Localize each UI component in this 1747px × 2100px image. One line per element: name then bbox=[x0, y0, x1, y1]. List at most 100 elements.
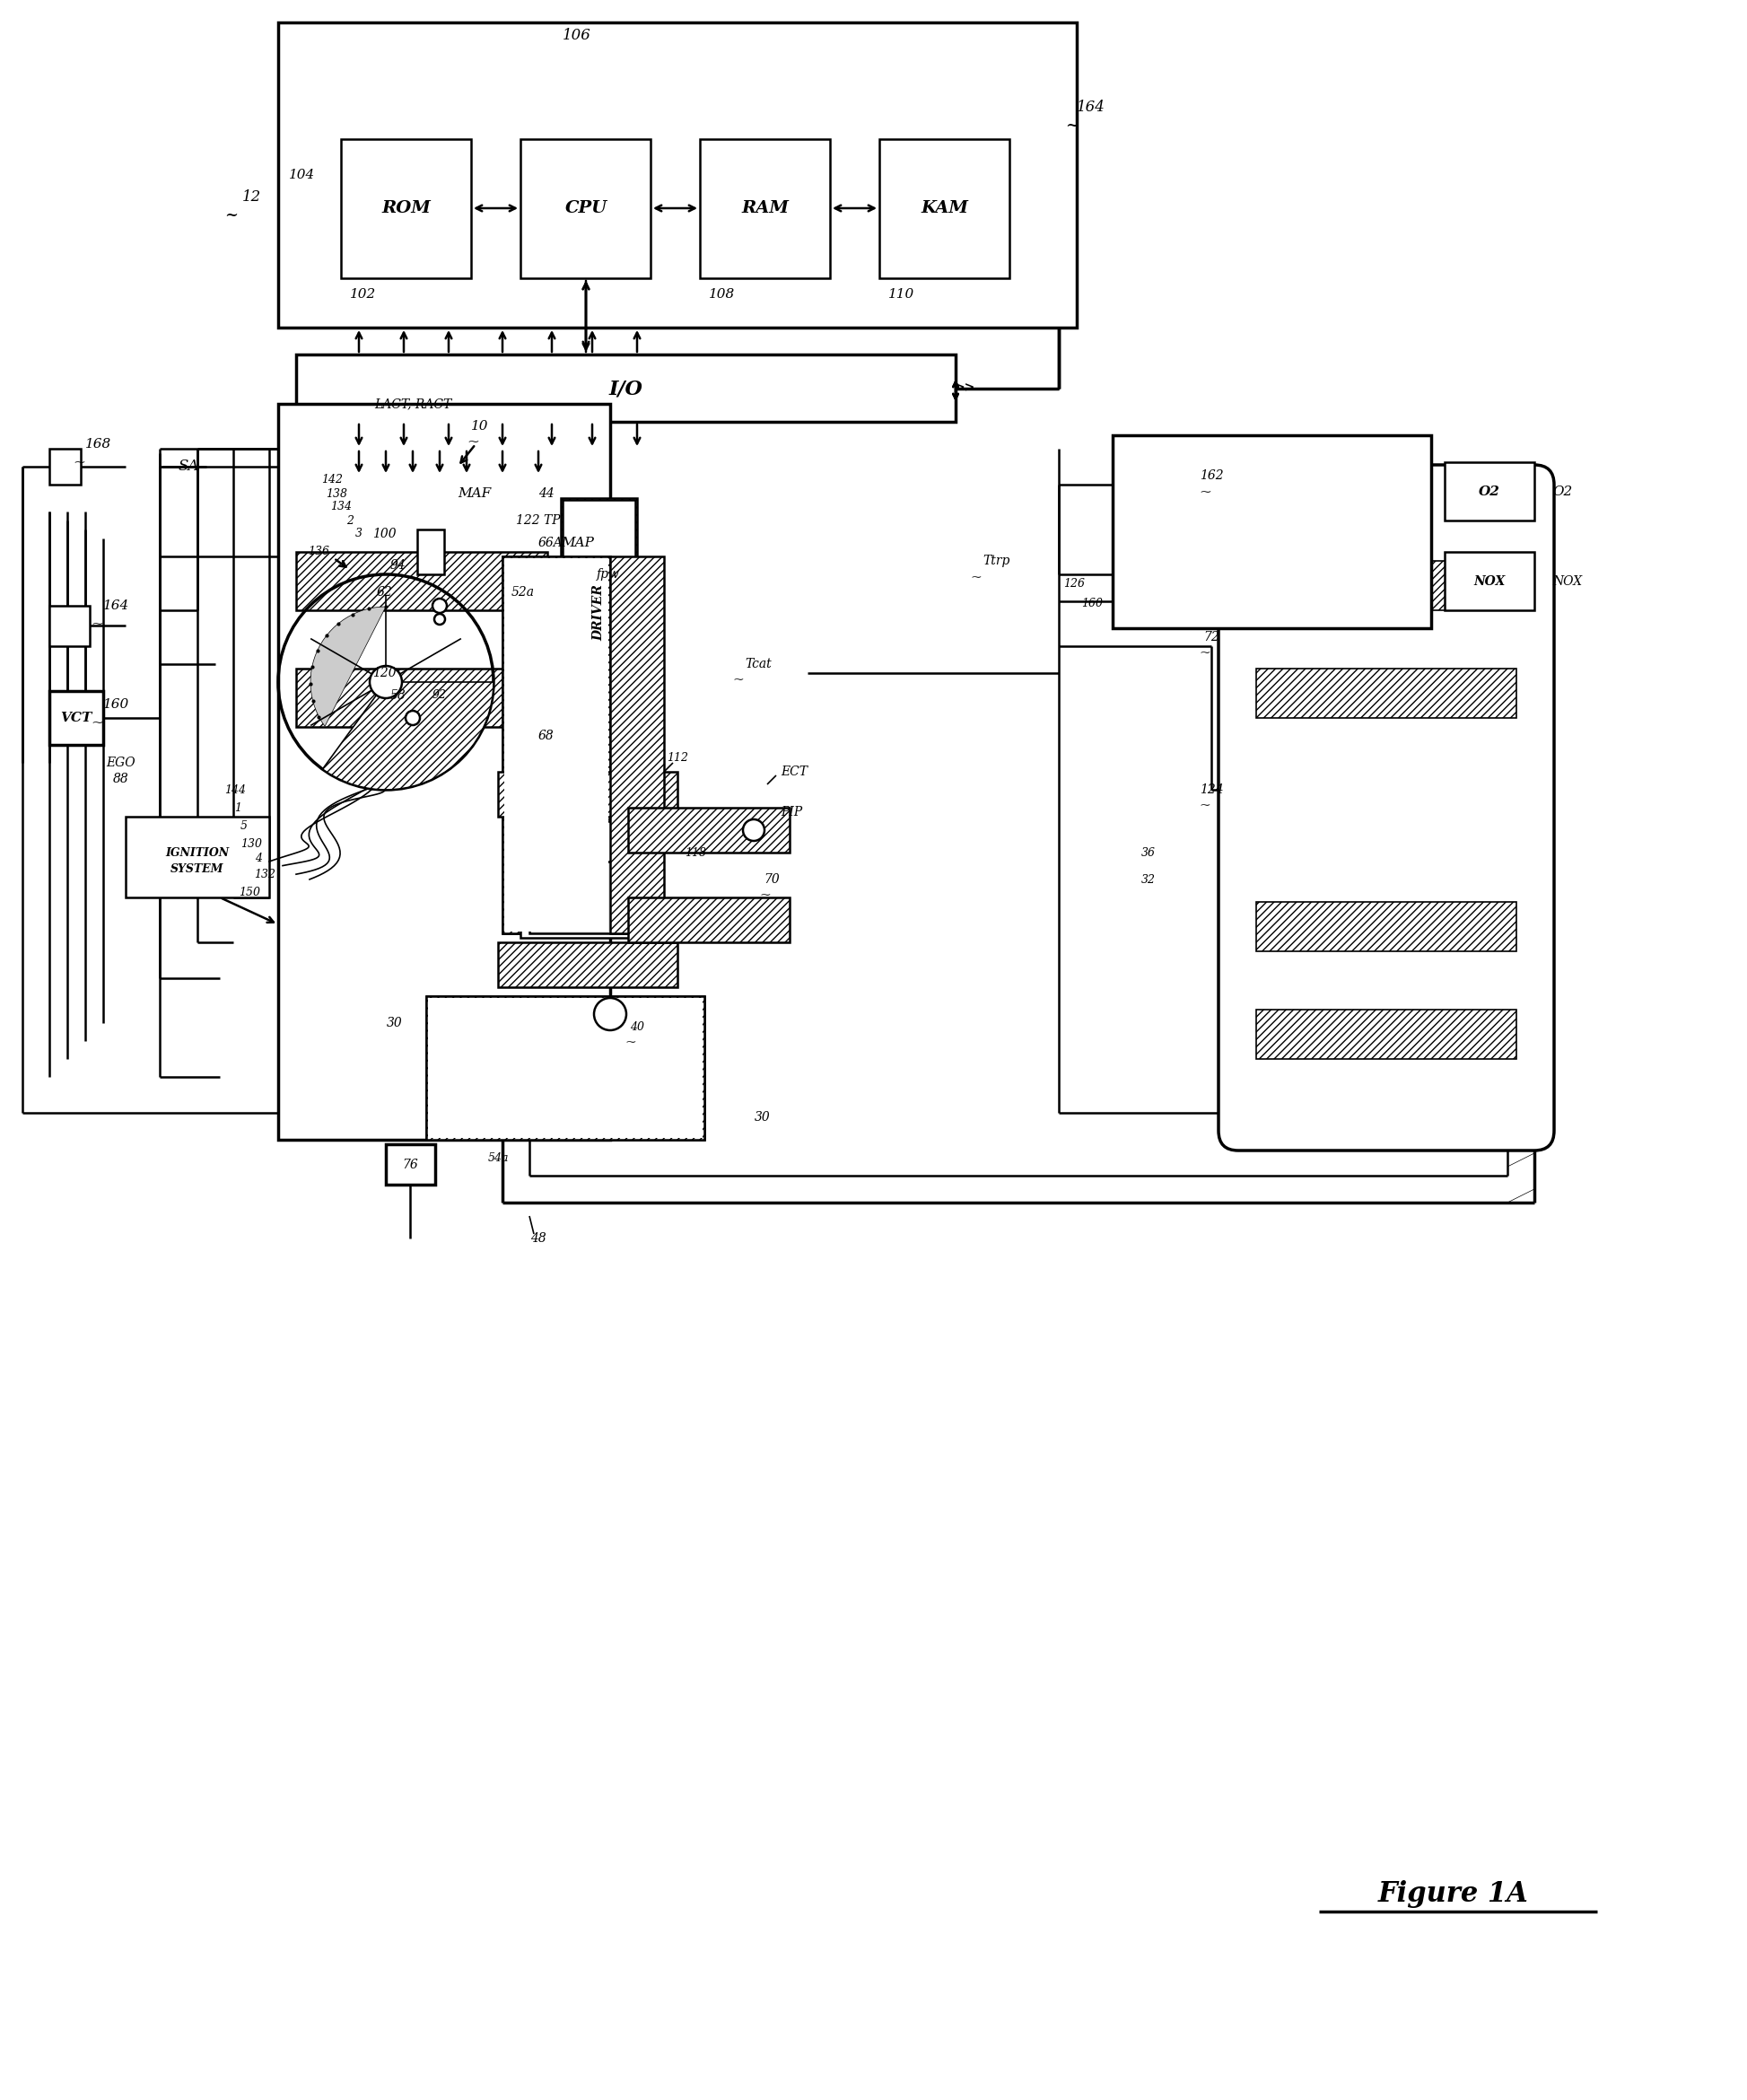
FancyBboxPatch shape bbox=[498, 943, 678, 987]
FancyBboxPatch shape bbox=[295, 552, 547, 611]
Text: 118: 118 bbox=[685, 846, 706, 859]
FancyBboxPatch shape bbox=[561, 498, 638, 727]
Text: ~: ~ bbox=[625, 1037, 636, 1050]
Text: DRIVER: DRIVER bbox=[592, 584, 604, 641]
FancyBboxPatch shape bbox=[49, 449, 80, 485]
Text: 136: 136 bbox=[307, 546, 328, 559]
Text: 30: 30 bbox=[755, 1111, 770, 1124]
Text: EGO: EGO bbox=[107, 756, 136, 769]
Text: NOX: NOX bbox=[1474, 575, 1506, 588]
Text: 130: 130 bbox=[241, 838, 262, 848]
Text: ~: ~ bbox=[1198, 485, 1211, 500]
Text: 144: 144 bbox=[224, 783, 246, 796]
FancyBboxPatch shape bbox=[521, 139, 650, 277]
Text: ROM: ROM bbox=[383, 200, 432, 216]
FancyBboxPatch shape bbox=[629, 897, 790, 943]
FancyBboxPatch shape bbox=[278, 403, 610, 1140]
Text: 62: 62 bbox=[377, 586, 393, 598]
Text: 68: 68 bbox=[538, 729, 554, 741]
FancyBboxPatch shape bbox=[1218, 464, 1555, 1151]
FancyBboxPatch shape bbox=[1256, 901, 1516, 951]
FancyBboxPatch shape bbox=[426, 995, 704, 1140]
Text: 138: 138 bbox=[325, 487, 348, 500]
Text: ~: ~ bbox=[91, 615, 103, 632]
Text: 44: 44 bbox=[538, 487, 554, 500]
Text: IGNITION: IGNITION bbox=[166, 846, 229, 859]
Text: 4: 4 bbox=[255, 853, 262, 865]
Text: I/O: I/O bbox=[608, 378, 643, 399]
Text: 32: 32 bbox=[1141, 874, 1157, 886]
Text: VCT: VCT bbox=[61, 712, 93, 724]
Text: 142: 142 bbox=[321, 475, 342, 485]
Circle shape bbox=[370, 666, 402, 697]
Text: 40: 40 bbox=[631, 1023, 645, 1033]
Text: 48: 48 bbox=[531, 1233, 547, 1245]
Text: ~: ~ bbox=[760, 890, 770, 901]
Circle shape bbox=[433, 598, 447, 613]
Text: >>: >> bbox=[954, 382, 975, 395]
FancyBboxPatch shape bbox=[521, 821, 655, 939]
Text: 92: 92 bbox=[433, 689, 447, 701]
FancyBboxPatch shape bbox=[1256, 668, 1516, 718]
Text: ~: ~ bbox=[466, 435, 479, 449]
Circle shape bbox=[405, 710, 419, 724]
Text: PIP: PIP bbox=[781, 806, 802, 819]
Text: 5: 5 bbox=[241, 819, 248, 832]
Text: 76: 76 bbox=[402, 1159, 418, 1172]
Text: 164: 164 bbox=[1076, 101, 1106, 116]
Text: ~: ~ bbox=[91, 714, 103, 731]
FancyBboxPatch shape bbox=[1113, 435, 1431, 628]
Text: O2: O2 bbox=[1478, 485, 1501, 498]
FancyBboxPatch shape bbox=[386, 1145, 435, 1184]
FancyBboxPatch shape bbox=[341, 139, 472, 277]
Text: ~: ~ bbox=[73, 454, 86, 470]
Text: LACT, RACT: LACT, RACT bbox=[374, 397, 451, 410]
FancyBboxPatch shape bbox=[428, 998, 702, 1138]
Text: 36: 36 bbox=[1141, 846, 1157, 859]
FancyBboxPatch shape bbox=[1445, 552, 1534, 611]
Text: ECT: ECT bbox=[781, 766, 807, 779]
Text: ~: ~ bbox=[732, 674, 744, 687]
FancyBboxPatch shape bbox=[610, 556, 664, 932]
Text: ~: ~ bbox=[225, 208, 238, 223]
Text: 88: 88 bbox=[114, 773, 129, 785]
FancyBboxPatch shape bbox=[505, 559, 608, 932]
FancyBboxPatch shape bbox=[126, 817, 269, 897]
FancyBboxPatch shape bbox=[49, 691, 103, 746]
Circle shape bbox=[742, 819, 765, 840]
FancyBboxPatch shape bbox=[295, 668, 547, 727]
Text: 52a: 52a bbox=[512, 586, 535, 598]
Text: Figure 1A: Figure 1A bbox=[1378, 1880, 1529, 1907]
Text: 150: 150 bbox=[239, 886, 260, 899]
Text: 94: 94 bbox=[390, 559, 407, 571]
Text: 126: 126 bbox=[1064, 578, 1085, 590]
Text: O2: O2 bbox=[1553, 485, 1572, 498]
Text: fpw: fpw bbox=[597, 569, 620, 580]
Text: 102: 102 bbox=[349, 288, 376, 300]
Text: 110: 110 bbox=[887, 288, 914, 300]
Text: 160: 160 bbox=[103, 697, 129, 710]
Text: 2: 2 bbox=[346, 514, 353, 527]
Text: ~: ~ bbox=[971, 571, 982, 584]
FancyBboxPatch shape bbox=[529, 861, 646, 932]
Text: 12: 12 bbox=[243, 189, 262, 206]
FancyBboxPatch shape bbox=[498, 773, 678, 817]
FancyBboxPatch shape bbox=[49, 605, 89, 647]
Circle shape bbox=[435, 613, 445, 624]
FancyBboxPatch shape bbox=[1256, 1010, 1516, 1058]
Text: ~: ~ bbox=[1066, 118, 1080, 134]
FancyBboxPatch shape bbox=[701, 139, 830, 277]
Text: MAF: MAF bbox=[458, 487, 491, 500]
Text: Tcat: Tcat bbox=[744, 657, 772, 670]
Polygon shape bbox=[323, 682, 493, 790]
Text: 164: 164 bbox=[103, 598, 129, 611]
Text: 106: 106 bbox=[563, 27, 590, 44]
Text: SYSTEM: SYSTEM bbox=[171, 863, 224, 874]
Text: 58: 58 bbox=[390, 689, 407, 701]
Text: 112: 112 bbox=[667, 752, 688, 764]
FancyBboxPatch shape bbox=[418, 529, 444, 575]
Text: 104: 104 bbox=[288, 168, 314, 181]
Text: 10: 10 bbox=[472, 420, 489, 433]
Text: 3: 3 bbox=[355, 527, 362, 540]
FancyBboxPatch shape bbox=[278, 23, 1076, 328]
